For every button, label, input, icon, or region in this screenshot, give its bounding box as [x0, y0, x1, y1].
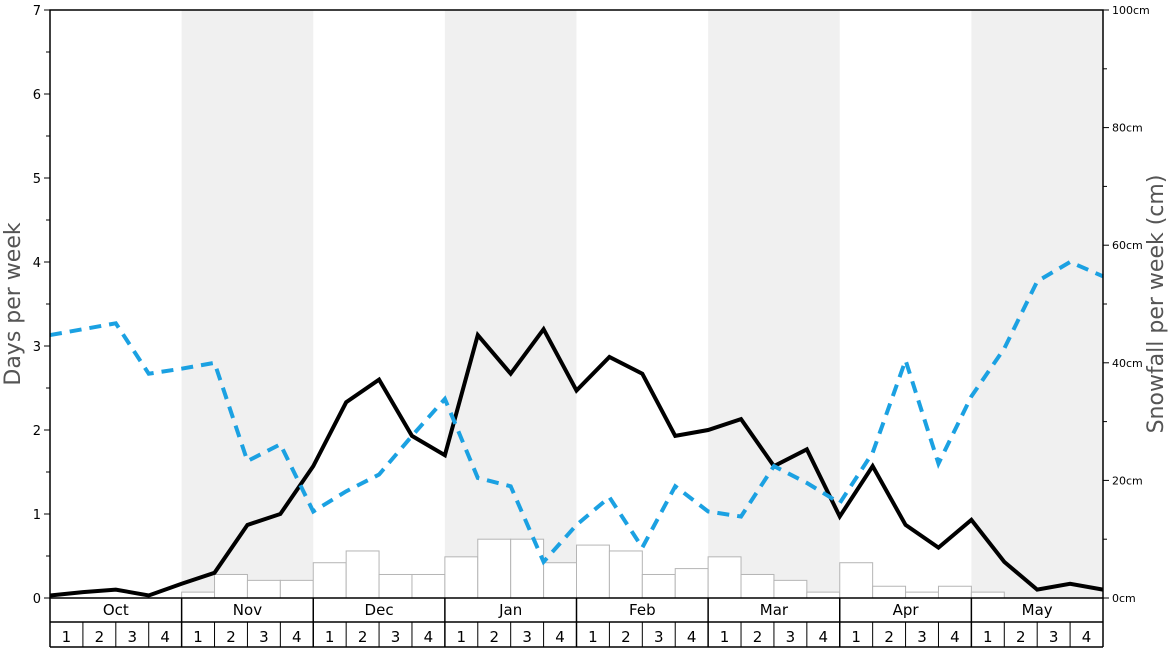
left-tick-label: 3	[33, 340, 41, 355]
week-label: 3	[654, 628, 664, 646]
week-label: 4	[160, 628, 170, 646]
snowfall-bars	[181, 538, 1005, 599]
dashed-series-line	[49, 259, 1104, 566]
snowfall-bar	[214, 573, 248, 599]
week-label: 4	[1082, 628, 1092, 646]
snowfall-bar	[872, 585, 907, 599]
week-label: 2	[358, 628, 368, 646]
week-label: 2	[1016, 628, 1026, 646]
shade-jan	[444, 10, 577, 598]
snowfall-bar	[378, 573, 413, 599]
snowfall-bar	[707, 556, 742, 599]
right-tick-label: 40cm	[1112, 357, 1143, 370]
left-tick-label: 7	[33, 4, 41, 19]
left-tick-label: 5	[33, 172, 41, 187]
snowfall-bar	[477, 538, 512, 599]
week-label: 4	[555, 628, 565, 646]
right-tick-label: 60cm	[1112, 239, 1143, 252]
right-tick-label: 0cm	[1112, 592, 1136, 605]
snowfall-bar	[641, 573, 676, 599]
week-label: 2	[753, 628, 763, 646]
snowfall-bar	[510, 538, 545, 599]
shade-nov	[181, 10, 314, 598]
snowfall-bar	[608, 550, 643, 599]
snowfall-bar	[543, 562, 577, 599]
solid-series-line	[49, 325, 1104, 598]
left-tick-label: 4	[33, 256, 41, 271]
week-label: 2	[489, 628, 499, 646]
snowfall-bar	[181, 591, 216, 599]
snowfall-bar	[674, 568, 709, 599]
week-label: 1	[325, 628, 335, 646]
snowfall-bar	[246, 579, 281, 599]
week-label: 3	[391, 628, 401, 646]
snowfall-bar	[806, 591, 841, 599]
snowfall-bar	[773, 579, 808, 599]
left-tick-label: 2	[33, 424, 41, 439]
week-label: 1	[588, 628, 598, 646]
snowfall-bar	[411, 573, 446, 599]
week-label: 2	[884, 628, 894, 646]
month-label-dec: Dec	[365, 601, 394, 619]
snowfall-bar	[905, 591, 939, 599]
right-tick-label: 80cm	[1112, 122, 1143, 135]
week-label: 3	[127, 628, 137, 646]
snowfall-bar	[937, 585, 972, 599]
left-tick-label: 1	[33, 508, 41, 523]
month-label-mar: Mar	[760, 601, 789, 619]
week-label: 3	[786, 628, 796, 646]
x-axis: Oct 1 2 3 4 Nov 1 2 3 4 Dec 1 2 3 4 Jan 1 2 3 4 Feb 1 2 3 4 Mar 1 2…	[49, 598, 1104, 648]
shade-mar	[708, 10, 840, 598]
month-label-apr: Apr	[893, 601, 920, 619]
month-label-nov: Nov	[233, 601, 262, 619]
left-tick-label: 0	[33, 592, 41, 607]
week-label: 1	[457, 628, 467, 646]
week-label: 4	[950, 628, 960, 646]
snowfall-bar	[970, 591, 1005, 599]
week-label: 2	[95, 628, 105, 646]
y-right-axis-title: Snowfall per week (cm)	[1144, 175, 1168, 434]
month-label-oct: Oct	[103, 601, 129, 619]
snowfall-bar	[312, 562, 347, 599]
y-left-axis-title: Days per week	[1, 222, 26, 385]
left-tick-label: 6	[33, 88, 41, 103]
week-label: 2	[226, 628, 236, 646]
month-label-may: May	[1022, 601, 1053, 619]
week-label: 4	[687, 628, 697, 646]
week-label: 1	[193, 628, 203, 646]
week-label: 1	[62, 628, 72, 646]
shade-may	[971, 10, 1103, 598]
left-y-axis: 0 1 2 3 4 5 6 7	[33, 4, 50, 607]
week-label: 3	[522, 628, 532, 646]
month-label-feb: Feb	[629, 601, 656, 619]
month-label-jan: Jan	[498, 601, 522, 619]
week-label: 4	[819, 628, 829, 646]
month-shading	[181, 10, 1103, 598]
week-label: 4	[424, 628, 434, 646]
week-label: 1	[851, 628, 861, 646]
right-tick-label: 100cm	[1112, 4, 1150, 17]
snowfall-bar	[345, 550, 380, 599]
week-label: 3	[917, 628, 927, 646]
week-label: 3	[1049, 628, 1059, 646]
snowfall-bar	[740, 573, 775, 599]
snowfall-bar	[444, 556, 479, 599]
week-label: 2	[621, 628, 631, 646]
week-label: 1	[720, 628, 730, 646]
right-y-axis: 0cm 20cm 40cm 60cm 80cm 100cm	[1103, 4, 1150, 605]
week-label: 1	[983, 628, 993, 646]
right-tick-label: 20cm	[1112, 474, 1143, 487]
snowfall-bar	[279, 579, 314, 599]
week-label: 4	[292, 628, 302, 646]
series-lines	[49, 259, 1104, 598]
week-label: 3	[259, 628, 269, 646]
snowfall-bar	[839, 562, 874, 599]
snowfall-bar	[576, 544, 610, 599]
